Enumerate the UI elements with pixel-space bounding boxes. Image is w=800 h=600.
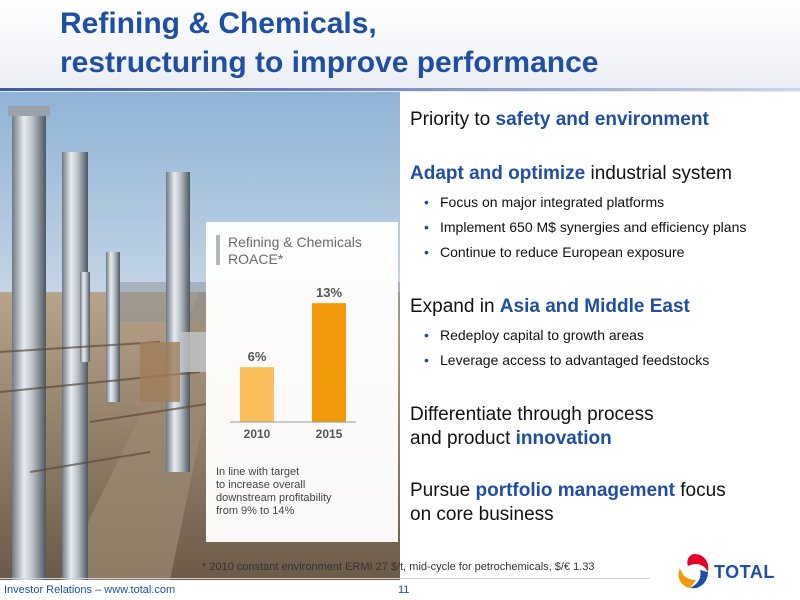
data-label-2015: 13%	[316, 285, 342, 300]
category-label-2015: 2015	[316, 427, 343, 441]
section-optimize: Adapt and optimize industrial system Foc…	[410, 162, 795, 265]
heading-safety-highlight: safety and environment	[495, 109, 709, 130]
chart-note-line-1: In line with target	[216, 466, 300, 478]
page-number: 11	[398, 584, 410, 596]
heading-innovation-highlight: innovation	[515, 428, 612, 449]
footer-source[interactable]: Investor Relations – www.total.com	[4, 584, 176, 596]
heading-optimize: Adapt and optimize industrial system	[410, 162, 795, 186]
heading-safety: Priority to safety and environment	[410, 108, 795, 132]
strategy-list: Priority to safety and environment Adapt…	[410, 108, 795, 527]
heading-portfolio-text-2: focus	[675, 480, 726, 501]
chart-note-line-4: from 9% to 14%	[216, 505, 295, 517]
title-bar: Refining & Chemicals, restructuring to i…	[0, 0, 800, 92]
title-background	[0, 0, 800, 92]
roace-chart-panel: Refining & Chemicals ROACE* 6% 2010 13% 201…	[206, 222, 398, 542]
heading-safety-text: Priority to	[410, 109, 496, 130]
roace-bar-chart: 6% 2010 13% 2015	[230, 285, 356, 441]
chart-title-line-2: ROACE*	[228, 251, 284, 267]
category-label-2010: 2010	[244, 427, 271, 441]
heading-expand-text: Expand in	[410, 296, 500, 317]
heading-optimize-text: industrial system	[585, 163, 733, 184]
heading-expand: Expand in Asia and Middle East	[410, 295, 795, 319]
heading-innovation-line-2: and product innovation	[410, 427, 795, 451]
footer-divider	[0, 578, 650, 579]
bar-2010	[240, 367, 274, 422]
chart-note: In line with target to increase overall …	[216, 466, 386, 518]
page-title: Refining & Chemicals, restructuring to i…	[60, 4, 598, 82]
total-logo-text: TOTAL	[714, 562, 775, 582]
title-line-2: restructuring to improve performance	[60, 46, 599, 79]
footnote: * 2010 constant environment ERMI 27 $/t,…	[202, 561, 595, 573]
title-line-1: Refining & Chemicals,	[60, 7, 377, 40]
chart-title-line-1: Refining & Chemicals	[228, 234, 362, 250]
section-innovation: Differentiate through process and produc…	[410, 403, 795, 451]
bar-2015	[312, 303, 346, 422]
heading-portfolio-line-1: Pursue portfolio management focus	[410, 479, 795, 503]
data-label-2010: 6%	[248, 349, 267, 364]
title-underline	[0, 88, 800, 91]
heading-portfolio-text: Pursue	[410, 480, 476, 501]
heading-expand-highlight: Asia and Middle East	[499, 296, 690, 317]
heading-portfolio-highlight: portfolio management	[475, 480, 675, 501]
heading-innovation-text: and product	[410, 428, 516, 449]
bullet-optimize-3: Continue to reduce European exposure	[424, 240, 795, 265]
section-portfolio: Pursue portfolio management focus on cor…	[410, 479, 795, 527]
chart-note-line-3: downstream profitability	[216, 492, 332, 504]
bullet-expand-1: Redeploy capital to growth areas	[424, 323, 795, 348]
heading-innovation-line-1: Differentiate through process	[410, 404, 654, 425]
bullet-optimize-2: Implement 650 M$ synergies and efficienc…	[424, 215, 795, 240]
section-expand: Expand in Asia and Middle East Redeploy …	[410, 295, 795, 373]
bullet-optimize-1: Focus on major integrated platforms	[424, 190, 795, 215]
heading-portfolio-line-2: on core business	[410, 504, 554, 525]
bullet-expand-2: Leverage access to advantaged feedstocks	[424, 348, 795, 373]
chart-label-marker	[216, 235, 220, 265]
heading-optimize-highlight: Adapt and optimize	[410, 163, 586, 184]
section-safety: Priority to safety and environment	[410, 108, 795, 132]
total-logo: TOTAL	[674, 550, 798, 594]
chart-title: Refining & Chemicals ROACE*	[228, 234, 362, 268]
total-logo-icon	[678, 554, 709, 589]
chart-note-line-2: to increase overall	[216, 479, 306, 491]
